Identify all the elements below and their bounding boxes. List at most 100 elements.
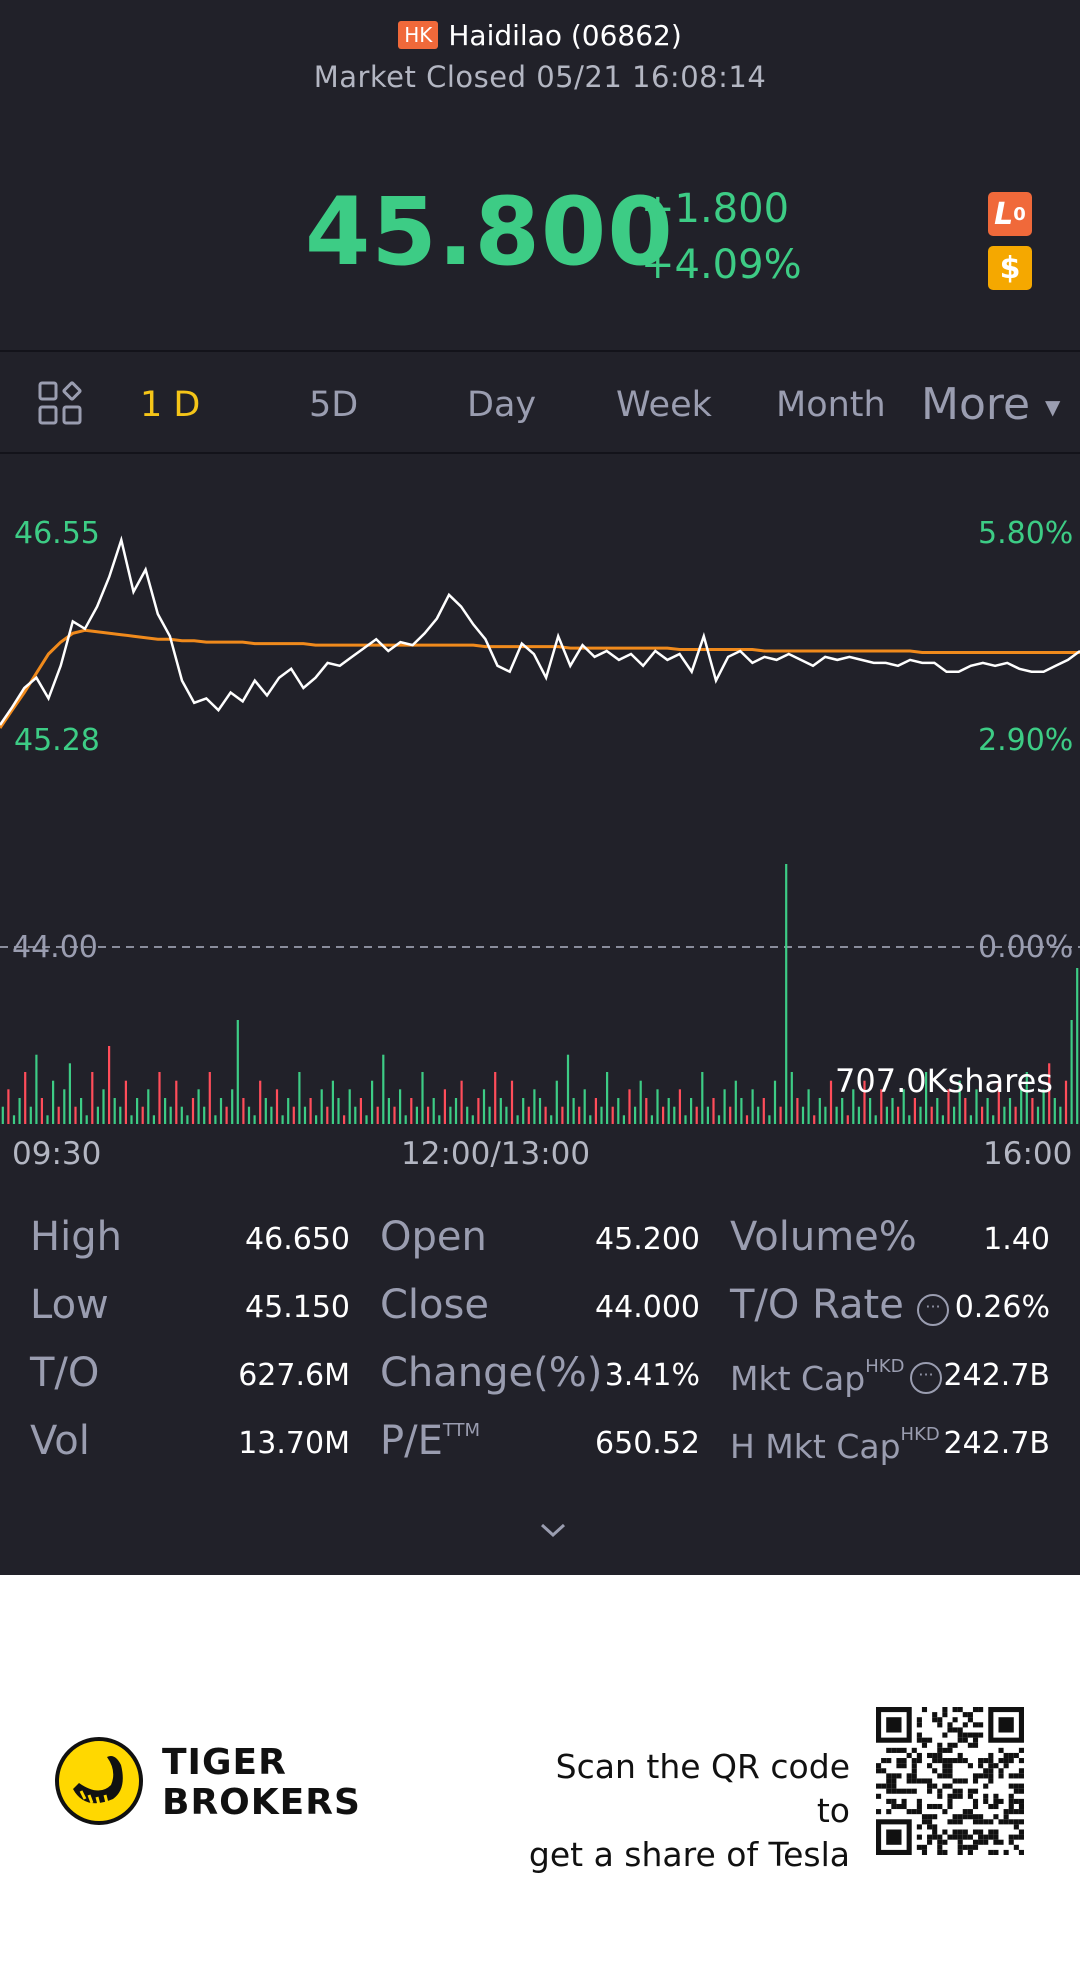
volume-bar xyxy=(236,1020,239,1124)
volume-bar xyxy=(740,1098,743,1124)
tab-day[interactable]: Day xyxy=(467,385,537,425)
volume-bar xyxy=(958,1080,961,1124)
caret-down-icon[interactable]: ▼ xyxy=(1045,395,1061,419)
volume-bar xyxy=(354,1106,357,1124)
volume-bar xyxy=(975,1089,978,1124)
volume-bar xyxy=(678,1089,681,1124)
volume-bar xyxy=(941,1115,944,1124)
volume-bar xyxy=(874,1115,877,1124)
volume-bar xyxy=(348,1089,351,1124)
tab-1d[interactable]: 1 D xyxy=(140,385,201,425)
stat-label-turnover: T/O xyxy=(30,1350,100,1396)
volume-bar xyxy=(611,1106,614,1124)
volume-bar xyxy=(415,1106,418,1124)
level-badge-letter: L xyxy=(994,196,1014,232)
volume-bar xyxy=(1,1106,4,1124)
volume-bar xyxy=(925,1072,928,1124)
volume-bar xyxy=(908,1115,911,1124)
chevron-down-icon[interactable] xyxy=(538,1520,568,1540)
volume-bar xyxy=(24,1072,27,1124)
stats-row: T/O 627.6M Change(%) 3.41% Mkt CapHKD ··… xyxy=(0,1346,1080,1406)
stat-value-open: 45.200 xyxy=(595,1222,700,1257)
qr-code-icon[interactable] xyxy=(876,1707,1024,1855)
stat-label-close: Close xyxy=(380,1282,489,1328)
layout-grid-icon[interactable] xyxy=(38,381,82,425)
currency-badge[interactable]: $ xyxy=(988,246,1032,290)
volume-bar xyxy=(869,1098,872,1124)
volume-bar xyxy=(1020,1089,1023,1124)
intraday-chart[interactable] xyxy=(0,460,1080,1140)
tiger-logo-icon xyxy=(55,1737,143,1825)
volume-bar xyxy=(477,1098,480,1124)
volume-bar xyxy=(561,1106,564,1124)
volume-bar xyxy=(622,1115,625,1124)
volume-bar xyxy=(343,1115,346,1124)
volume-bar xyxy=(1064,1080,1068,1124)
volume-bar xyxy=(315,1115,318,1124)
volume-bar xyxy=(796,1098,799,1124)
stat-value-mkt-cap: 242.7B xyxy=(943,1358,1050,1393)
volume-bar xyxy=(488,1106,491,1124)
tab-month[interactable]: Month xyxy=(776,385,886,425)
stock-name[interactable]: Haidilao (06862) xyxy=(448,18,682,52)
volume-bar xyxy=(947,1089,950,1124)
header: HK Haidilao (06862) Market Closed 05/21 … xyxy=(0,14,1080,95)
y-axis-high-pct-label: 5.80% xyxy=(978,516,1074,551)
volume-bar xyxy=(824,1106,827,1124)
volume-bar xyxy=(499,1098,502,1124)
y-axis-low-label: 45.28 xyxy=(14,723,100,758)
promo-line1: Scan the QR code to xyxy=(555,1747,850,1830)
volume-label: 707.0Kshares xyxy=(835,1062,1053,1100)
volume-bar xyxy=(712,1098,715,1124)
volume-bar xyxy=(460,1080,463,1124)
volume-bar xyxy=(600,1106,603,1124)
volume-bar xyxy=(219,1098,223,1124)
volume-bar xyxy=(1053,1098,1056,1124)
brand-line2: BROKERS xyxy=(162,1782,361,1823)
volume-bar xyxy=(432,1098,435,1124)
volume-bar xyxy=(645,1098,648,1124)
volume-bar xyxy=(510,1080,514,1124)
volume-bar xyxy=(275,1089,279,1124)
tab-more[interactable]: More xyxy=(921,379,1031,430)
volume-bar xyxy=(365,1115,368,1124)
volume-bar xyxy=(897,1106,900,1124)
volume-bar xyxy=(779,1106,782,1124)
volume-bar xyxy=(438,1115,441,1124)
volume-bar xyxy=(91,1072,94,1124)
stat-value-to-rate: 0.26% xyxy=(954,1290,1050,1325)
volume-bar xyxy=(231,1089,234,1124)
volume-bar xyxy=(773,1080,777,1124)
volume-bar xyxy=(706,1106,709,1124)
volume-bar xyxy=(723,1089,726,1124)
tab-week[interactable]: Week xyxy=(616,385,712,425)
volume-bar xyxy=(326,1106,329,1124)
volume-bar xyxy=(953,1106,956,1124)
volume-bar xyxy=(40,1098,43,1124)
stat-value-change-pct: 3.41% xyxy=(604,1358,700,1393)
volume-bar xyxy=(807,1089,810,1124)
volume-bar xyxy=(880,1089,883,1124)
volume-bars xyxy=(1,864,1079,1124)
volume-bar xyxy=(270,1106,273,1124)
volume-bar xyxy=(734,1080,737,1124)
volume-bar xyxy=(175,1080,178,1124)
volume-bar xyxy=(538,1098,542,1124)
info-icon[interactable]: ··· xyxy=(910,1362,942,1394)
volume-bar xyxy=(158,1072,161,1124)
tab-5d[interactable]: 5D xyxy=(309,385,359,425)
stat-value-pe: 650.52 xyxy=(595,1426,700,1461)
volume-bar xyxy=(902,1089,905,1124)
volume-bar xyxy=(801,1106,805,1124)
volume-bar xyxy=(421,1072,424,1124)
volume-bar xyxy=(690,1098,693,1124)
info-icon[interactable]: ··· xyxy=(917,1294,949,1326)
volume-bar xyxy=(846,1115,849,1124)
volume-bar xyxy=(225,1106,228,1124)
volume-bar xyxy=(376,1106,379,1124)
volume-bar xyxy=(835,1106,838,1124)
volume-bar xyxy=(790,1072,793,1124)
volume-bar xyxy=(208,1072,211,1124)
volume-bar xyxy=(617,1098,620,1124)
